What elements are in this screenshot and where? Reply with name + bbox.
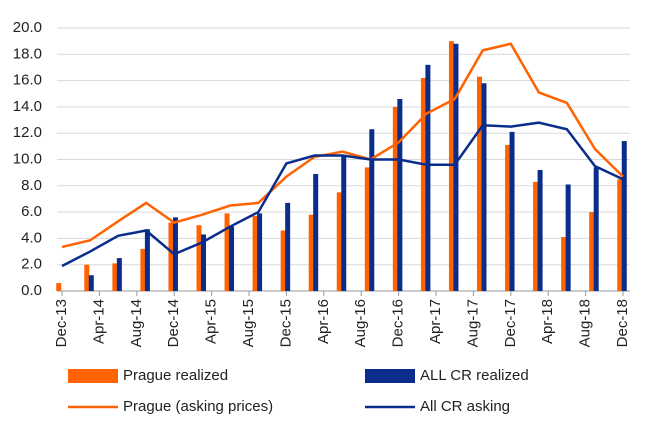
x-tick-label: Dec-13 xyxy=(53,299,70,347)
y-tick-label: 20.0 xyxy=(13,19,42,36)
bar xyxy=(621,141,627,291)
bar xyxy=(505,145,511,291)
bar xyxy=(397,99,403,291)
bar xyxy=(369,129,375,291)
legend-swatch xyxy=(365,369,415,383)
x-tick-label: Dec-16 xyxy=(390,299,407,347)
x-tick-label: Dec-15 xyxy=(277,299,294,347)
bar xyxy=(364,167,370,291)
bar xyxy=(537,170,543,291)
bar xyxy=(84,264,90,291)
bar xyxy=(425,64,431,291)
line xyxy=(61,121,624,268)
y-tick-label: 18.0 xyxy=(13,45,42,62)
bar xyxy=(229,226,235,291)
legend-label: Prague realized xyxy=(123,367,228,384)
y-tick-label: 0.0 xyxy=(21,282,42,299)
bar xyxy=(561,237,567,291)
bar xyxy=(313,173,319,291)
bar xyxy=(617,179,623,291)
x-tick-label: Aug-18 xyxy=(577,299,594,347)
legend-label: Prague (asking prices) xyxy=(123,398,273,415)
bar xyxy=(392,106,398,292)
bar xyxy=(308,214,314,291)
bar xyxy=(341,155,347,291)
y-tick-label: 12.0 xyxy=(13,124,42,141)
bar xyxy=(168,222,174,291)
legend-swatch xyxy=(68,369,118,383)
x-tick-label: Dec-18 xyxy=(614,299,631,347)
bar xyxy=(201,234,206,291)
bar xyxy=(565,184,571,291)
bar xyxy=(477,76,482,291)
bar xyxy=(56,283,62,291)
legend-label: All CR asking xyxy=(420,398,510,415)
bar xyxy=(116,258,122,291)
y-tick-label: 8.0 xyxy=(21,177,42,194)
x-tick-label: Apr-16 xyxy=(315,299,332,344)
bar xyxy=(420,77,426,291)
bar xyxy=(593,167,599,291)
y-tick-label: 16.0 xyxy=(13,72,42,89)
bar xyxy=(196,225,202,291)
bar xyxy=(140,248,146,291)
x-tick-label: Aug-17 xyxy=(464,299,481,347)
x-tick-label: Apr-18 xyxy=(539,299,556,344)
line xyxy=(61,42,624,249)
bar xyxy=(453,43,459,291)
x-tick-label: Dec-14 xyxy=(165,299,182,347)
x-tick-label: Dec-17 xyxy=(502,299,519,347)
bar xyxy=(336,192,342,291)
y-tick-label: 14.0 xyxy=(13,98,42,115)
bar xyxy=(144,229,150,291)
bar xyxy=(224,213,230,291)
bar xyxy=(533,181,539,291)
x-tick-label: Apr-14 xyxy=(90,299,107,344)
x-tick-label: Apr-17 xyxy=(427,299,444,344)
x-tick-label: Aug-16 xyxy=(352,299,369,347)
bar xyxy=(589,212,595,291)
legend-label: ALL CR realized xyxy=(420,367,529,384)
x-tick-label: Apr-15 xyxy=(203,299,220,344)
bar xyxy=(257,213,263,291)
x-tick-label: Aug-15 xyxy=(240,299,257,347)
y-tick-label: 2.0 xyxy=(21,256,42,273)
bar xyxy=(280,230,286,291)
bar xyxy=(448,41,454,292)
bar xyxy=(112,263,118,291)
bar xyxy=(509,131,515,291)
y-tick-label: 4.0 xyxy=(21,229,42,246)
bar xyxy=(252,216,258,291)
bar xyxy=(88,275,94,291)
y-tick-label: 10.0 xyxy=(13,150,42,167)
y-tick-label: 6.0 xyxy=(21,203,42,220)
bar xyxy=(285,202,291,291)
bar xyxy=(481,83,487,291)
x-tick-label: Aug-14 xyxy=(128,299,145,347)
